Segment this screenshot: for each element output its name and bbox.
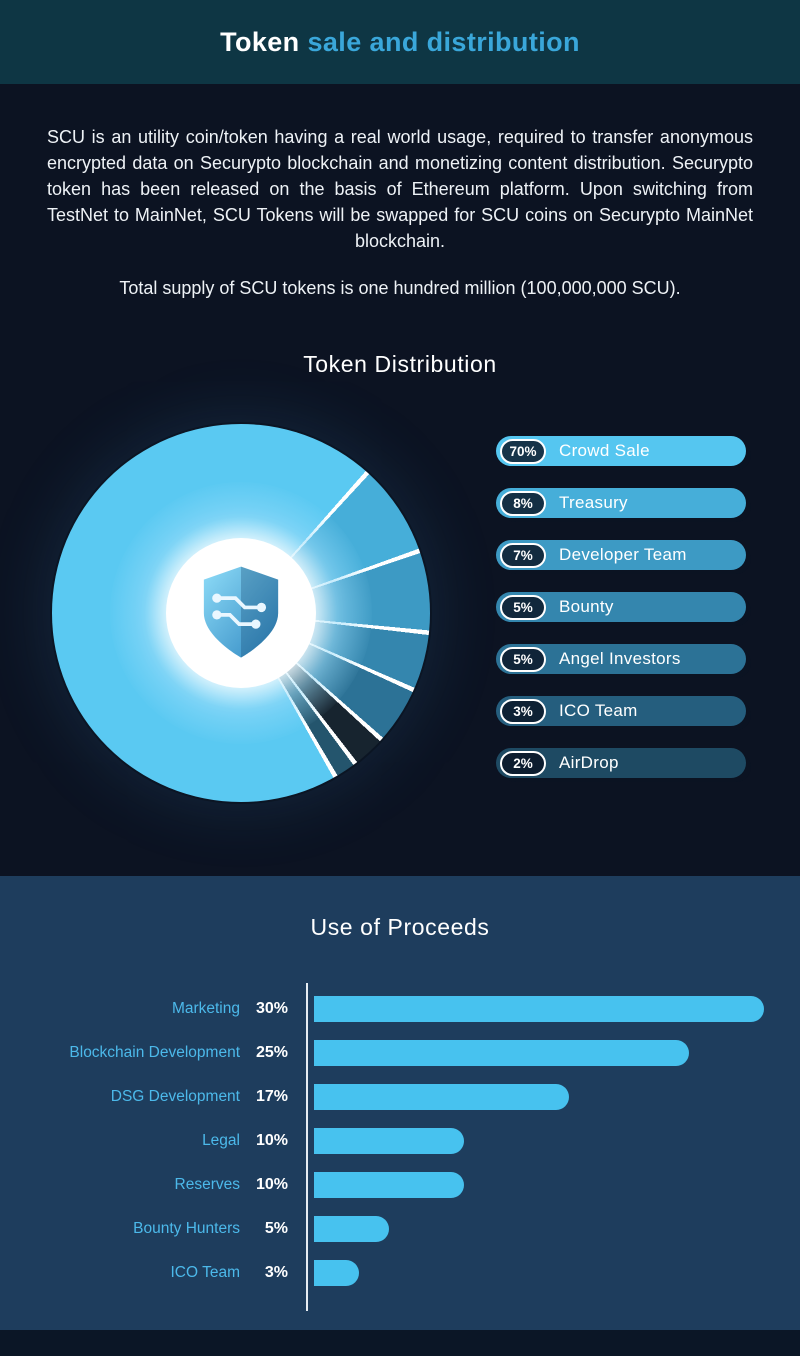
bar-row: ICO Team 3% [36, 1251, 764, 1295]
bar-label: Marketing [171, 1000, 240, 1018]
legend-label: Angel Investors [559, 649, 681, 669]
bar-row: Legal 10% [36, 1119, 764, 1163]
bar-track [306, 996, 764, 1022]
pie-chart-wrap [52, 424, 430, 803]
legend-item: 5% Bounty [496, 592, 746, 623]
legend-pct-badge: 8% [500, 490, 546, 516]
use-of-proceeds-section: Use of Proceeds Marketing 30% Blockchain… [0, 876, 800, 1330]
legend-label: Bounty [559, 597, 614, 617]
page-title-bold: Token [220, 26, 300, 57]
bar-pct: 10% [255, 1176, 288, 1193]
bar [314, 1172, 464, 1198]
legend-label: AirDrop [559, 753, 619, 773]
bar-track [306, 1128, 764, 1154]
bar-label: Reserves [174, 1176, 240, 1194]
legend-label: ICO Team [559, 701, 638, 721]
proceeds-title: Use of Proceeds [310, 914, 490, 940]
page-title: Token sale and distribution [220, 27, 580, 58]
bar-row: Marketing 30% [36, 987, 764, 1031]
bar-label: DSG Development [110, 1088, 240, 1106]
bar-pct: 30% [255, 1000, 288, 1017]
footer-strip [0, 1330, 800, 1356]
securypto-shield-logo-icon [203, 567, 279, 659]
legend-pct-badge: 5% [500, 646, 546, 672]
legend-item: 3% ICO Team [496, 696, 746, 727]
legend-pct-badge: 5% [500, 594, 546, 620]
distribution-chart-area: 70% Crowd Sale 8% Treasury 7% Developer … [0, 412, 800, 882]
bar-track [306, 1260, 764, 1286]
page-title-accent: sale and distribution [299, 26, 580, 57]
bar-rows: Marketing 30% Blockchain Development 25%… [36, 987, 764, 1295]
bar-track [306, 1084, 764, 1110]
token-distribution-section: SCU is an utility coin/token having a re… [0, 84, 800, 876]
bar-pct: 5% [264, 1220, 288, 1237]
legend-label: Treasury [559, 493, 628, 513]
legend-pct-badge: 70% [500, 438, 546, 464]
legend-item: 8% Treasury [496, 488, 746, 519]
bar [314, 1216, 389, 1242]
bar-pct: 10% [255, 1132, 288, 1149]
legend-item: 7% Developer Team [496, 540, 746, 571]
header: Token sale and distribution [0, 0, 800, 84]
bar-pct: 17% [255, 1088, 288, 1105]
bar [314, 1084, 569, 1110]
pie-legend: 70% Crowd Sale 8% Treasury 7% Developer … [496, 436, 746, 779]
bar-label: Bounty Hunters [133, 1220, 240, 1238]
proceeds-bar-chart: Marketing 30% Blockchain Development 25%… [36, 983, 764, 1311]
bar-label: Blockchain Development [69, 1044, 240, 1062]
bar [314, 996, 764, 1022]
legend-item: 70% Crowd Sale [496, 436, 746, 467]
bar [314, 1040, 689, 1066]
legend-item: 2% AirDrop [496, 748, 746, 779]
bar-label: Legal [202, 1132, 240, 1150]
legend-item: 5% Angel Investors [496, 644, 746, 675]
legend-pct-badge: 3% [500, 698, 546, 724]
legend-pct-badge: 7% [500, 542, 546, 568]
legend-pct-badge: 2% [500, 750, 546, 776]
bar [314, 1260, 359, 1286]
bar-track [306, 1172, 764, 1198]
bar-pct: 3% [264, 1264, 288, 1281]
bar-track [306, 1040, 764, 1066]
bar-pct: 25% [255, 1044, 288, 1061]
pie-center-badge [166, 538, 316, 689]
total-supply-text: Total supply of SCU tokens is one hundre… [119, 278, 681, 299]
intro-paragraph: SCU is an utility coin/token having a re… [47, 127, 753, 252]
bar-row: Bounty Hunters 5% [36, 1207, 764, 1251]
legend-label: Developer Team [559, 545, 687, 565]
bar-row: Reserves 10% [36, 1163, 764, 1207]
bar-track [306, 1216, 764, 1242]
bar-row: Blockchain Development 25% [36, 1031, 764, 1075]
legend-label: Crowd Sale [559, 441, 650, 461]
bar-label: ICO Team [170, 1264, 241, 1282]
bar-row: DSG Development 17% [36, 1075, 764, 1119]
distribution-title: Token Distribution [303, 351, 497, 378]
bar-chart-axis [306, 983, 308, 1311]
bar [314, 1128, 464, 1154]
